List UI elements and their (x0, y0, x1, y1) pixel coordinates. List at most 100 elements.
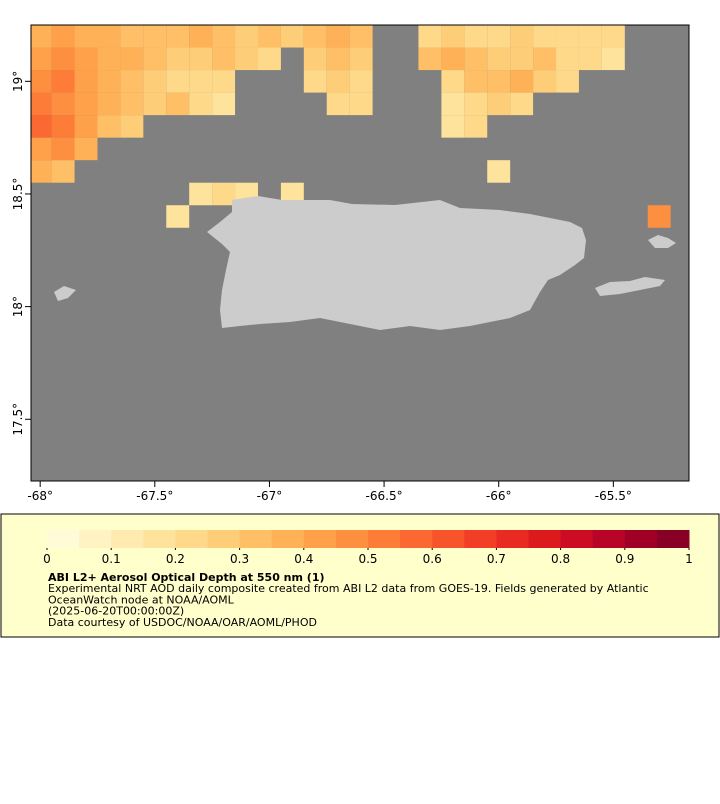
aod-cell (166, 92, 190, 116)
aod-cell (601, 47, 625, 71)
x-tick-label: -68° (27, 489, 53, 503)
colorbar-step (368, 530, 401, 548)
x-tick-label: -66.5° (366, 489, 403, 503)
x-tick-label: -67.5° (136, 489, 173, 503)
aod-cell (556, 47, 579, 71)
aod-cell (97, 115, 121, 138)
aod-cell (280, 25, 304, 48)
aod-cells (31, 25, 671, 228)
aod-cell (326, 92, 350, 116)
aod-cell (189, 47, 213, 71)
colorbar-step (656, 530, 690, 548)
x-tick-label: -67° (257, 489, 283, 503)
aod-cell (120, 92, 144, 116)
aod-cell (189, 70, 213, 93)
aod-cell (349, 92, 373, 116)
aod-cell (418, 47, 442, 71)
aod-cell (51, 70, 75, 93)
y-tick-label: 18.5° (11, 178, 25, 211)
legend-title: ABI L2+ Aerosol Optical Depth at 550 nm … (48, 571, 325, 584)
aod-cell (212, 25, 236, 48)
aod-cell (51, 25, 75, 48)
aod-cell (326, 70, 350, 93)
colorbar-step (432, 530, 465, 548)
colorbar-step (496, 530, 529, 548)
land (54, 196, 676, 330)
aod-cell (189, 25, 213, 48)
aod-cell (533, 70, 557, 93)
colorbar-step (239, 530, 273, 548)
aod-cell (120, 47, 144, 71)
aod-cell (97, 70, 121, 93)
aod-cell (487, 160, 511, 183)
y-tick-label: 19° (11, 71, 25, 92)
aod-cell (31, 92, 52, 116)
aod-cell (120, 115, 144, 138)
aod-cell (464, 25, 488, 48)
aod-cell (31, 115, 52, 138)
aod-cell (487, 25, 511, 48)
aod-cell (143, 25, 167, 48)
aod-cell (441, 70, 465, 93)
aod-cell (418, 25, 442, 48)
aod-cell (31, 25, 52, 48)
colorbar-tick-label: 0.6 (423, 552, 442, 566)
aod-cell (487, 70, 511, 93)
aod-cell (464, 115, 488, 138)
aod-cell (51, 115, 75, 138)
plot-frame (30, 24, 690, 482)
aod-cell (647, 205, 671, 228)
aod-cell (31, 47, 52, 71)
description-line: (2025-06-20T00:00:00Z) (48, 605, 184, 618)
colorbar-tick-label: 0 (43, 552, 51, 566)
aod-cell (143, 70, 167, 93)
colorbar-tick-label: 0.9 (615, 552, 634, 566)
aod-cell (74, 25, 98, 48)
aod-cell (464, 70, 488, 93)
colorbar-step (624, 530, 658, 548)
aod-cell (303, 70, 327, 93)
aod-cell (143, 92, 167, 116)
aod-cell (533, 47, 557, 71)
colorbar-tick-label: 1 (685, 552, 693, 566)
aod-cell (31, 160, 52, 183)
colorbar-step (47, 530, 80, 548)
aod-cell (166, 47, 190, 71)
aod-cell (349, 70, 373, 93)
aod-cell (235, 25, 258, 48)
culebra (648, 235, 676, 248)
mona (54, 286, 76, 301)
aod-cell (487, 47, 511, 71)
y-tick-label: 18° (11, 296, 25, 317)
aod-cell (441, 47, 465, 71)
axes: -68° -67.5° -67° -66.5° -66° -65.5° 17.5° 18° 18… (11, 71, 632, 503)
description: Experimental NRT AOD daily composite cre… (48, 582, 649, 629)
aod-cell (97, 47, 121, 71)
aod-cell (235, 47, 258, 71)
aod-cell (166, 205, 190, 228)
aod-cell (143, 47, 167, 71)
colorbar-tick-label: 0.1 (102, 552, 121, 566)
colorbar-step (111, 530, 144, 548)
aod-cell (212, 70, 236, 93)
aod-cell (510, 47, 534, 71)
description-line: Data courtesy of USDOC/NOAA/OAR/AOML/PHO… (48, 616, 317, 629)
aod-cell (510, 92, 534, 116)
aod-cell (349, 47, 373, 71)
aod-cell (31, 137, 52, 161)
colorbar-step (464, 530, 497, 548)
description-line: OceanWatch node at NOAA/AOML (48, 593, 235, 606)
aod-cell (74, 137, 98, 161)
aod-cell (510, 70, 534, 93)
colorbar-step (592, 530, 626, 548)
aod-cell (74, 115, 98, 138)
aod-cell (97, 25, 121, 48)
aod-cell (212, 92, 236, 116)
aod-cell (578, 25, 602, 48)
aod-cell (120, 70, 144, 93)
aod-cell (441, 25, 465, 48)
aod-cell (349, 25, 373, 48)
aod-cell (510, 25, 534, 48)
